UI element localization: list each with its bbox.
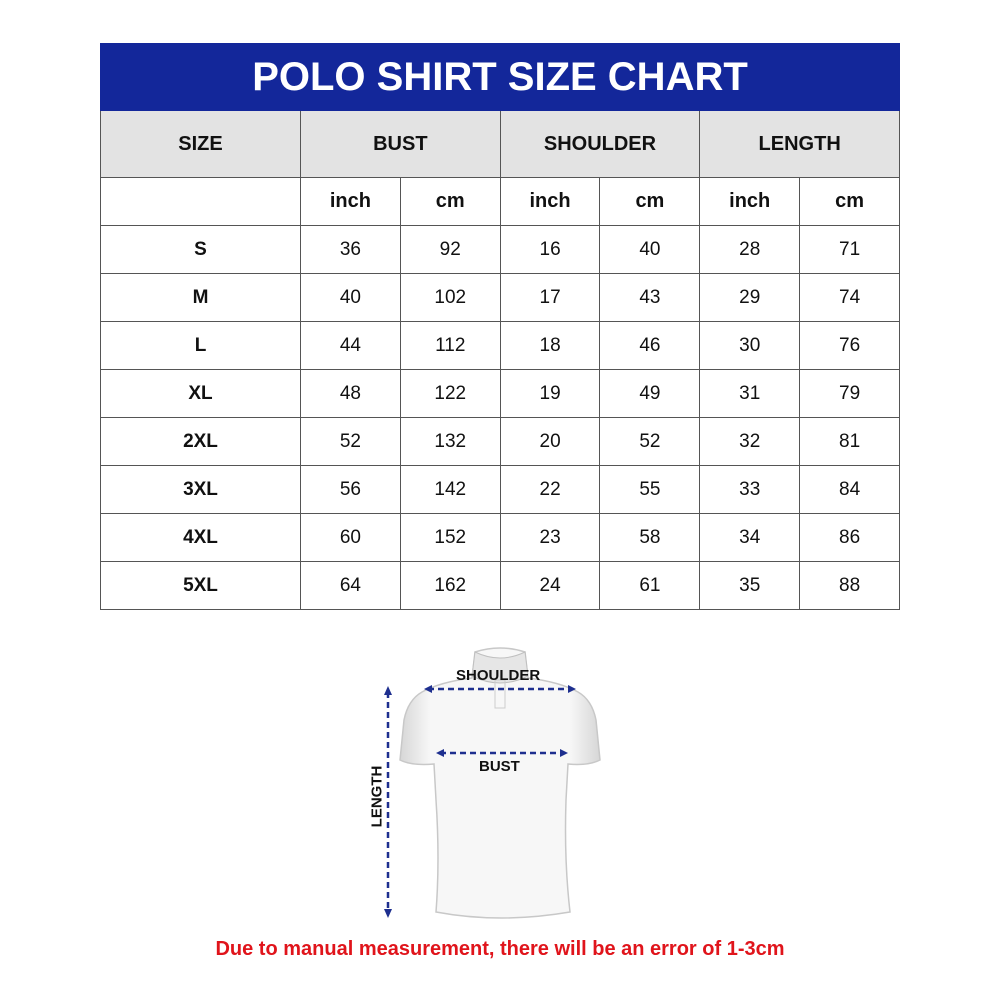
size-cell: 2XL [100,417,301,466]
value-cell: 52 [599,417,701,466]
header-bust: BUST [300,110,501,178]
value-cell: 32 [699,417,801,466]
value-cell: 88 [799,561,900,610]
value-cell: 24 [499,561,601,610]
value-cell: 112 [399,321,501,370]
value-cell: 23 [499,513,601,562]
value-cell: 35 [699,561,801,610]
measurement-note: Due to manual measurement, there will be… [215,938,785,960]
shoulder-label: SHOULDER [456,667,541,684]
value-cell: 48 [300,369,401,418]
size-cell: XL [100,369,301,418]
value-cell: 19 [499,369,601,418]
value-cell: 102 [399,273,501,322]
unit-inch: inch [499,177,601,226]
unit-inch: inch [699,177,801,226]
value-cell: 60 [300,513,401,562]
table-row: 4XL 60 152 23 58 34 86 [100,513,900,562]
value-cell: 49 [599,369,701,418]
value-cell: 86 [799,513,900,562]
value-cell: 33 [699,465,801,514]
unit-row: inch cm inch cm inch cm [100,177,900,226]
table-row: 2XL 52 132 20 52 32 81 [100,417,900,466]
value-cell: 16 [499,225,601,274]
value-cell: 46 [599,321,701,370]
value-cell: 52 [300,417,401,466]
table-row: 5XL 64 162 24 61 35 88 [100,561,900,610]
unit-cm: cm [399,177,501,226]
size-cell: 4XL [100,513,301,562]
value-cell: 30 [699,321,801,370]
value-cell: 55 [599,465,701,514]
unit-cm: cm [799,177,900,226]
value-cell: 43 [599,273,701,322]
value-cell: 92 [399,225,501,274]
table-row: M 40 102 17 43 29 74 [100,273,900,322]
length-label: LENGTH [368,765,386,828]
value-cell: 31 [699,369,801,418]
table-row: 3XL 56 142 22 55 33 84 [100,465,900,514]
chart-title: POLO SHIRT SIZE CHART [100,43,900,111]
value-cell: 20 [499,417,601,466]
value-cell: 28 [699,225,801,274]
unit-cm: cm [599,177,701,226]
value-cell: 58 [599,513,701,562]
table-row: XL 48 122 19 49 31 79 [100,369,900,418]
unit-empty [100,177,301,226]
size-cell: S [100,225,301,274]
header-row: SIZE BUST SHOULDER LENGTH [100,110,900,178]
value-cell: 79 [799,369,900,418]
value-cell: 84 [799,465,900,514]
value-cell: 29 [699,273,801,322]
header-length: LENGTH [699,110,900,178]
header-shoulder: SHOULDER [499,110,701,178]
value-cell: 76 [799,321,900,370]
size-chart-table: POLO SHIRT SIZE CHART SIZE BUST SHOULDER… [100,43,900,610]
value-cell: 40 [599,225,701,274]
value-cell: 61 [599,561,701,610]
value-cell: 22 [499,465,601,514]
value-cell: 152 [399,513,501,562]
value-cell: 40 [300,273,401,322]
value-cell: 142 [399,465,501,514]
value-cell: 17 [499,273,601,322]
shirt-diagram: SHOULDER BUST LENGTH [360,640,640,930]
value-cell: 81 [799,417,900,466]
table-row: L 44 112 18 46 30 76 [100,321,900,370]
value-cell: 64 [300,561,401,610]
size-cell: 5XL [100,561,301,610]
header-size: SIZE [100,110,301,178]
bust-label: BUST [479,758,520,775]
size-cell: L [100,321,301,370]
polo-shirt-icon [384,647,601,919]
table-row: S 36 92 16 40 28 71 [100,225,900,274]
value-cell: 18 [499,321,601,370]
value-cell: 162 [399,561,501,610]
value-cell: 74 [799,273,900,322]
value-cell: 44 [300,321,401,370]
value-cell: 56 [300,465,401,514]
value-cell: 71 [799,225,900,274]
unit-inch: inch [300,177,401,226]
value-cell: 122 [399,369,501,418]
value-cell: 36 [300,225,401,274]
value-cell: 34 [699,513,801,562]
size-cell: 3XL [100,465,301,514]
value-cell: 132 [399,417,501,466]
size-cell: M [100,273,301,322]
